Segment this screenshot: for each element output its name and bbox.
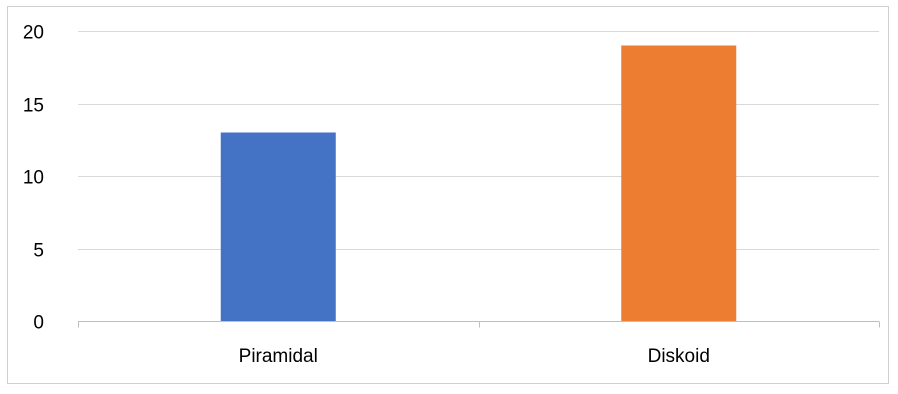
labels: 0 5 10 15 20 Piramidal Diskoid <box>23 23 710 368</box>
x-category-label: Diskoid <box>648 346 710 367</box>
bar <box>220 132 336 321</box>
y-tick-label: 0 <box>33 313 44 334</box>
bars <box>220 45 737 321</box>
gridlines <box>78 31 879 250</box>
x-category-label: Piramidal <box>239 346 318 367</box>
y-tick-label: 10 <box>23 168 44 189</box>
y-tick-label: 20 <box>23 23 44 44</box>
y-tick-label: 15 <box>23 96 44 117</box>
y-tick-label: 5 <box>33 241 44 262</box>
axes <box>78 321 880 328</box>
bar <box>621 45 737 321</box>
